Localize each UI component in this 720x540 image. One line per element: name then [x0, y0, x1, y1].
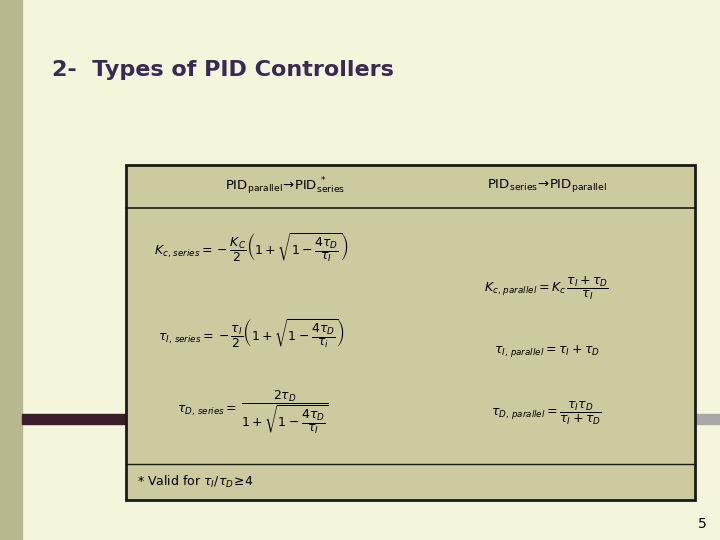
Text: $\tau_{D,\,parallel} = \dfrac{\tau_I\tau_D}{\tau_I + \tau_D}$: $\tau_{D,\,parallel} = \dfrac{\tau_I\tau…	[492, 400, 603, 427]
Bar	[126, 165, 695, 500]
Text: 2-  Types of PID Controllers: 2- Types of PID Controllers	[52, 60, 394, 80]
Bar	[0, 0, 22, 540]
Text: $\tau_{I,\,series} = -\dfrac{\tau_I}{2}\left(1 + \sqrt{1 - \dfrac{4\tau_D}{\tau_: $\tau_{I,\,series} = -\dfrac{\tau_I}{2}\…	[158, 318, 345, 352]
Text: $K_{c,\,parallel} = K_c\,\dfrac{\tau_I + \tau_D}{\tau_I}$: $K_{c,\,parallel} = K_c\,\dfrac{\tau_I +…	[485, 275, 609, 302]
Text: $\mathrm{PID_{series}\!\rightarrow\! PID_{parallel}}$: $\mathrm{PID_{series}\!\rightarrow\! PID…	[487, 177, 607, 194]
Text: $K_{c,\,series} = -\dfrac{K_C}{2}\left(1 + \sqrt{1 - \dfrac{4\tau_D}{\tau_I}}\ri: $K_{c,\,series} = -\dfrac{K_C}{2}\left(1…	[154, 232, 348, 265]
Bar	[551, 414, 720, 424]
Text: $\dfrac{2\tau_D}{1 + \sqrt{1 - \dfrac{4\tau_D}{\tau_I}}}$: $\dfrac{2\tau_D}{1 + \sqrt{1 - \dfrac{4\…	[241, 389, 329, 437]
Text: $\tau_{D,\,series} = $: $\tau_{D,\,series} = $	[177, 403, 238, 417]
Bar	[22, 414, 540, 424]
Text: $\mathrm{PID_{parallel}\!\rightarrow\! PID_{series}^{\;*}}$: $\mathrm{PID_{parallel}\!\rightarrow\! P…	[225, 175, 346, 195]
Text: 5: 5	[698, 517, 706, 531]
Text: $\tau_{I,\,parallel} = \tau_I + \tau_D$: $\tau_{I,\,parallel} = \tau_I + \tau_D$	[494, 343, 600, 359]
Text: $*$ Valid for $\tau_I/\tau_D\!\geq\!4$: $*$ Valid for $\tau_I/\tau_D\!\geq\!4$	[137, 474, 253, 490]
